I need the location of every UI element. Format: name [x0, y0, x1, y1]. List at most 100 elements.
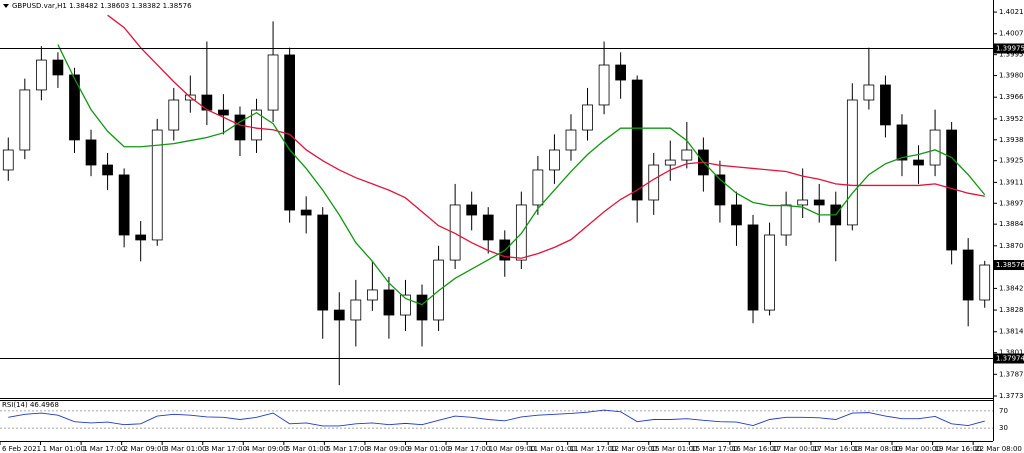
- candle-body: [797, 199, 809, 206]
- y-tick-label: 1.38285: [999, 306, 1024, 314]
- candle-body: [466, 204, 478, 216]
- candle-body: [532, 169, 544, 206]
- x-tick-label: 1 Mar 01:00: [43, 445, 85, 453]
- candle-body: [168, 99, 180, 131]
- y-tick-label: 1.39385: [999, 136, 1024, 144]
- candle-body: [482, 214, 494, 241]
- x-tick-label: 9 Mar 17:00: [448, 445, 490, 453]
- candle-body: [69, 74, 80, 141]
- y-tick-label: 1.38700: [999, 242, 1024, 250]
- candle-body: [615, 64, 626, 81]
- y-tick-label: 1.40070: [999, 30, 1024, 38]
- candle-body: [598, 64, 610, 106]
- candle-body: [565, 129, 577, 151]
- candle-body: [367, 289, 378, 301]
- candle-body: [85, 139, 97, 166]
- x-tick-label: 17 Mar 16:00: [813, 445, 860, 453]
- candle-body: [52, 59, 64, 76]
- price-tag: [994, 353, 1024, 364]
- x-tick-label: 22 Mar 08:00: [975, 445, 1022, 453]
- candle-body: [747, 224, 759, 311]
- y-tick-label: 1.37730: [999, 392, 1024, 400]
- candle-body: [19, 89, 31, 151]
- x-tick-label: 2 Mar 09:00: [124, 445, 166, 453]
- last-price-tag: [994, 260, 1024, 271]
- x-tick-label: 16 Mar 16:00: [732, 445, 779, 453]
- candle-body: [846, 99, 858, 226]
- y-tick-label: 1.38145: [999, 328, 1024, 336]
- candle-body: [813, 199, 825, 206]
- candle-body: [383, 289, 395, 316]
- candle-body: [2, 149, 14, 171]
- x-tick-label: 9 Mar 01:00: [407, 445, 449, 453]
- y-tick-label: 70: [999, 407, 1008, 415]
- candle-body: [218, 109, 229, 116]
- moving-average: [57, 44, 986, 306]
- x-tick-label: 5 Mar 01:00: [286, 445, 328, 453]
- price-tag: [994, 43, 1024, 54]
- y-tick-label: 30: [999, 424, 1008, 432]
- candle-body: [664, 159, 676, 166]
- chart-title: GBPUSD.var,H1 1.38482 1.38603 1.38382 1.…: [12, 2, 192, 10]
- x-tick-label: 3 Mar 17:00: [205, 445, 247, 453]
- candle-body: [300, 209, 312, 216]
- candle-body: [201, 94, 213, 111]
- candle-body: [764, 234, 775, 311]
- candle-body: [582, 104, 593, 131]
- x-tick-label: 11 Mar 17:00: [570, 445, 617, 453]
- candle-body: [731, 204, 742, 226]
- moving-average: [107, 14, 985, 259]
- y-tick-label: 1.38975: [999, 199, 1024, 207]
- candle-body: [267, 54, 279, 111]
- candle-body: [880, 84, 891, 126]
- x-tick-label: 15 Mar 17:00: [691, 445, 738, 453]
- y-tick-label: 1.40210: [999, 8, 1024, 16]
- candle-body: [333, 309, 345, 321]
- candle-body: [350, 299, 362, 321]
- x-tick-label: 5 Mar 17:00: [326, 445, 368, 453]
- candle-body: [913, 159, 924, 166]
- candle-body: [449, 204, 461, 261]
- y-tick-label: 1.38840: [999, 220, 1024, 228]
- x-tick-label: 8 Mar 09:00: [367, 445, 409, 453]
- y-tick-label: 1.39660: [999, 93, 1024, 101]
- x-tick-label: 15 Mar 01:00: [651, 445, 698, 453]
- menu-arrow[interactable]: [3, 4, 9, 8]
- candle-body: [896, 124, 908, 161]
- x-tick-label: 19 Mar 00:00: [894, 445, 941, 453]
- candle-body: [151, 129, 163, 241]
- candle-body: [929, 129, 941, 166]
- x-tick-label: 10 Mar 09:00: [489, 445, 536, 453]
- candle-body: [317, 214, 329, 311]
- candle-body: [648, 164, 660, 201]
- x-tick-label: 17 Mar 00:00: [772, 445, 819, 453]
- candle-body: [681, 149, 693, 161]
- candle-body: [416, 294, 428, 321]
- y-tick-label: 1.39935: [999, 51, 1024, 59]
- y-tick-label: 1.39520: [999, 115, 1024, 123]
- y-tick-label: 1.39110: [999, 178, 1024, 186]
- candle-body: [135, 234, 147, 241]
- candle-body: [284, 54, 295, 211]
- candle-body: [780, 204, 792, 236]
- candle-body: [234, 114, 246, 141]
- x-tick-label: 18 Mar 08:00: [853, 445, 900, 453]
- y-tick-label: 1.39800: [999, 72, 1024, 80]
- y-tick-label: 1.39250: [999, 157, 1024, 165]
- x-tick-label: 1 Mar 17:00: [83, 445, 125, 453]
- candle-body: [400, 294, 411, 316]
- candle-body: [118, 174, 130, 236]
- candle-body: [549, 149, 560, 171]
- price-tag-label: 1.37974: [996, 355, 1024, 363]
- x-tick-label: 12 Mar 09:00: [610, 445, 657, 453]
- y-tick-label: 1.38425: [999, 284, 1024, 292]
- candle-body: [102, 164, 113, 176]
- candle-body: [36, 59, 47, 91]
- candle-body: [251, 109, 262, 141]
- y-tick-label: 1.37870: [999, 370, 1024, 378]
- candle-body: [631, 79, 643, 201]
- x-tick-label: 4 Mar 09:00: [245, 445, 287, 453]
- y-tick-label: 1.38010: [999, 349, 1024, 357]
